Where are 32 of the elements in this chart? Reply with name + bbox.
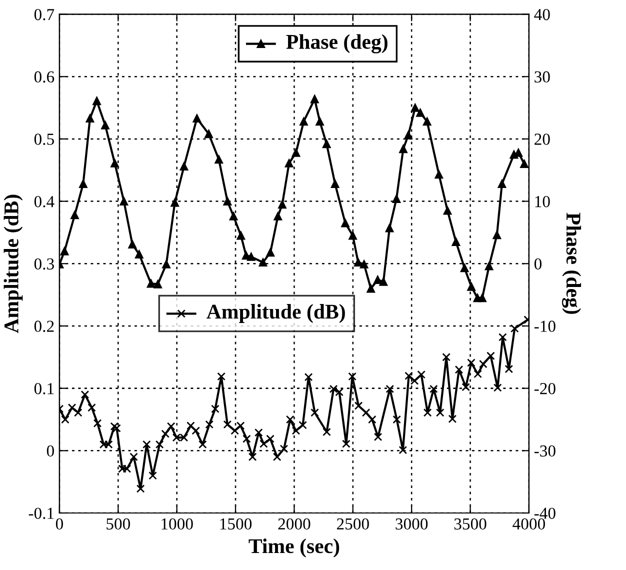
x-tick-label: 3000 bbox=[396, 518, 428, 530]
x-tick-label: 500 bbox=[106, 518, 130, 530]
y2-tick-label: 30 bbox=[534, 71, 550, 83]
x-tick-label: 2000 bbox=[278, 518, 310, 530]
y-tick-label: 0.2 bbox=[34, 320, 54, 332]
y-tick-label: 0.3 bbox=[34, 258, 54, 270]
y-tick-label: 0.5 bbox=[34, 134, 54, 145]
legend-label: Phase (deg) bbox=[286, 34, 388, 54]
x-tick-label: 1000 bbox=[162, 518, 193, 530]
y2-tick-label: 10 bbox=[535, 196, 550, 208]
y-axis-title: Amplitude (dB) bbox=[4, 194, 23, 334]
legend-label: Amplitude (dB) bbox=[206, 304, 345, 323]
x-tick-label: 4000 bbox=[512, 518, 545, 530]
x-axis-title: Time (sec) bbox=[248, 538, 340, 558]
y2-tick-label: -20 bbox=[534, 383, 556, 394]
y2-tick-label: 0 bbox=[534, 258, 542, 270]
x-tick-label: 2500 bbox=[336, 518, 369, 530]
y-tick-label: 0.1 bbox=[34, 383, 54, 394]
y-tick-label: 0 bbox=[46, 445, 54, 457]
x-tick-label: 0 bbox=[56, 518, 63, 530]
x-tick-label: 1500 bbox=[220, 518, 252, 530]
y-tick-label: 0.6 bbox=[34, 71, 54, 83]
y2-tick-label: -40 bbox=[534, 508, 556, 519]
y2-tick-label: -30 bbox=[534, 445, 556, 457]
y2-tick-label: 20 bbox=[534, 134, 550, 145]
y2-axis-title: Phase (deg) bbox=[562, 212, 582, 314]
y2-tick-label: -10 bbox=[534, 320, 556, 332]
y-tick-label: -0.1 bbox=[28, 508, 54, 520]
y-tick-label: 0.4 bbox=[34, 196, 54, 208]
y2-tick-label: 40 bbox=[534, 8, 550, 20]
y-tick-label: 0.7 bbox=[34, 8, 54, 20]
x-tick-label: 3500 bbox=[454, 518, 486, 530]
